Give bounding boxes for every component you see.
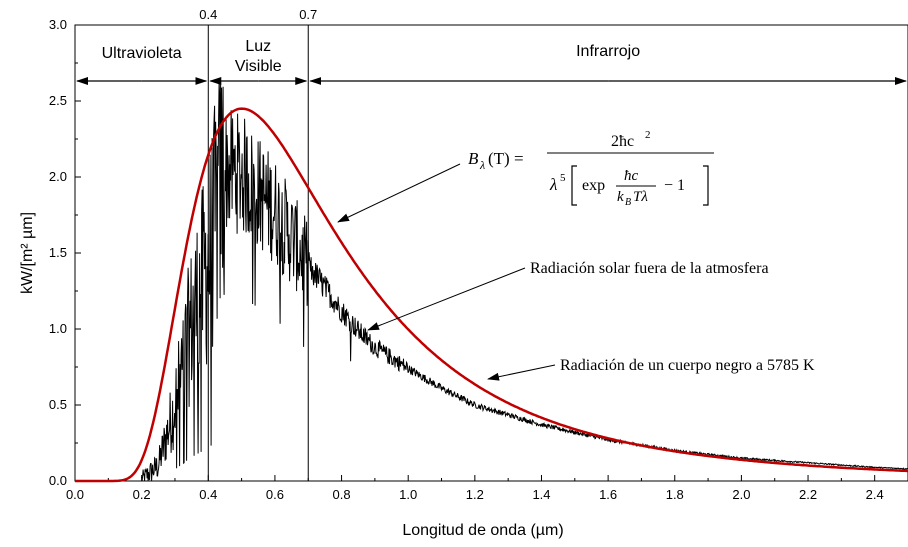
arrow-solar: [367, 267, 526, 331]
formula-lhs-arg: (T) =: [488, 149, 524, 168]
y-tick-label: 0.5: [49, 397, 67, 412]
x-tick-label: 0.0: [66, 487, 84, 502]
region-label-ultravioleta: Ultravioleta: [102, 45, 182, 62]
formula-lhs-sub: λ: [479, 158, 485, 172]
x-tick-label: 0.8: [333, 487, 351, 502]
arrow-formula: [337, 163, 461, 223]
formula-lhs: B: [468, 149, 479, 168]
x-axis-ticks: 0.0 0.2 0.4 0.6 0.8 1.0 1.2 1.4 1.6 1.8 2.0 2.2 2.4: [66, 475, 884, 502]
x-tick-label: 0.6: [266, 487, 284, 502]
formula-frac-den-tail: Tλ: [633, 189, 648, 205]
y-tick-label: 1.5: [49, 245, 67, 260]
region-label-visible: Visible: [235, 58, 282, 75]
formula-frac-den: k: [617, 189, 624, 205]
formula-numerator-sup: 2: [645, 129, 651, 141]
formula-numerator: 2ħc: [611, 133, 634, 150]
region-label-infrarrojo: Infrarrojo: [576, 43, 640, 60]
x-tick-label: 0.4: [199, 487, 217, 502]
formula-frac-den-sub: B: [625, 197, 631, 208]
formula-left-bracket: [571, 165, 577, 206]
formula-den-lambda: λ: [549, 175, 557, 194]
x-tick-label: 2.4: [866, 487, 884, 502]
formula-right-bracket: [703, 165, 709, 206]
x-tick-label: 1.2: [466, 487, 484, 502]
formula-den-sup: 5: [560, 172, 566, 184]
x-axis-title: Longitud de onda (µm): [402, 522, 563, 539]
x-tick-label: 1.0: [399, 487, 417, 502]
region-label-luz: Luz: [245, 38, 271, 55]
x-tick-label: 0.2: [133, 487, 151, 502]
x-tick-label: 1.4: [532, 487, 550, 502]
series-blackbody-curve: [75, 107, 908, 483]
formula-exp: exp: [582, 177, 605, 194]
series-solar-spectrum: [141, 80, 908, 482]
annotation-blackbody: Radiación de un cuerpo negro a 5785 K: [560, 357, 815, 374]
y-tick-label: 2.0: [49, 169, 67, 184]
top-tick-label: 0.4: [199, 7, 217, 22]
x-tick-label: 1.8: [666, 487, 684, 502]
x-tick-label: 2.2: [799, 487, 817, 502]
formula-frac-num: ħc: [624, 168, 639, 184]
y-axis-ticks: 0.0 0.5 1.0 1.5 2.0 2.5 3.0: [49, 17, 81, 488]
top-tick-label: 0.7: [299, 7, 317, 22]
y-tick-label: 3.0: [49, 17, 67, 32]
annotation-solar: Radiación solar fuera de la atmosfera: [530, 260, 769, 277]
formula-minus-one: − 1: [664, 177, 685, 194]
planck-formula: B λ (T) = 2ħc 2 λ 5 exp ħc k B Tλ − 1: [468, 129, 714, 208]
y-tick-label: 1.0: [49, 321, 67, 336]
top-ticks: 0.4 0.7: [199, 7, 317, 22]
plot-frame: [74, 24, 908, 482]
x-tick-label: 2.0: [732, 487, 750, 502]
y-axis-title: kW/[m² µm]: [19, 212, 36, 294]
y-tick-label: 0.0: [49, 473, 67, 488]
arrow-blackbody: [487, 364, 556, 381]
x-tick-label: 1.6: [599, 487, 617, 502]
y-tick-label: 2.5: [49, 93, 67, 108]
